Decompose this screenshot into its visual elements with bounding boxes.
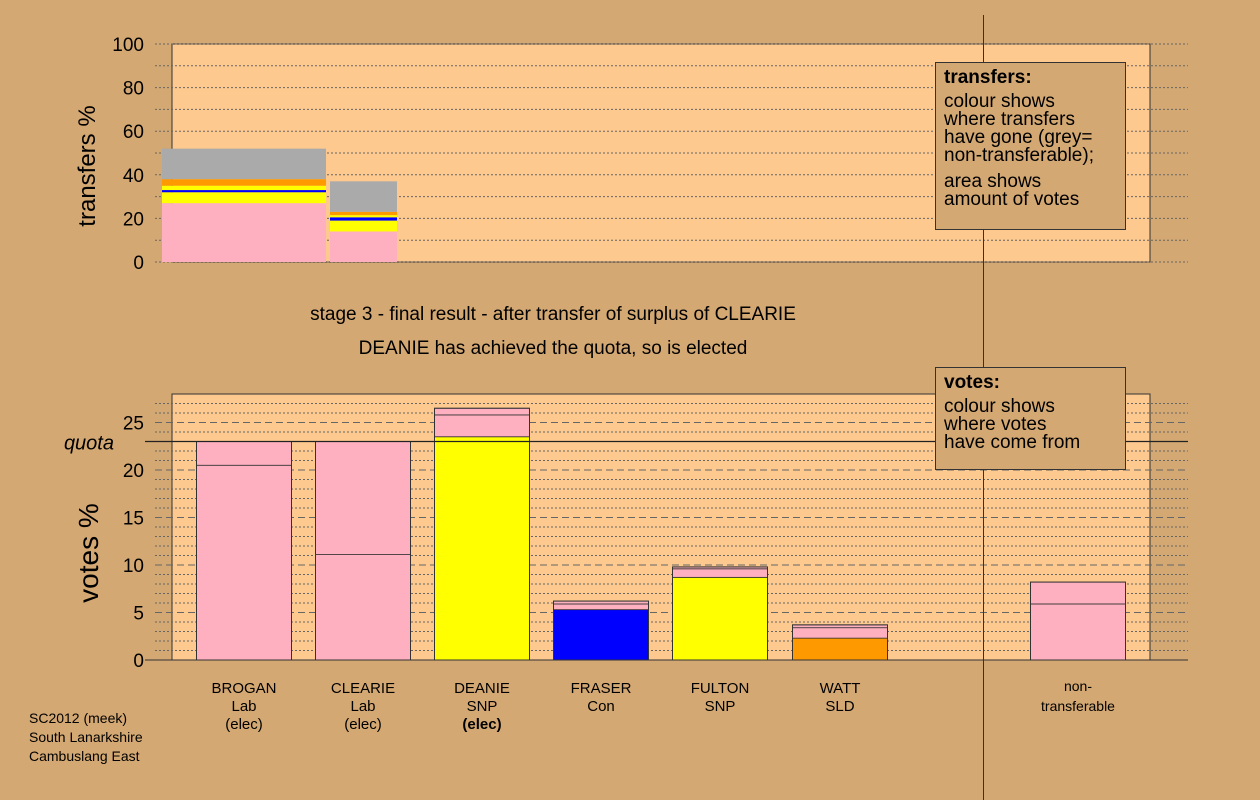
candidate-party-label: SLD: [825, 698, 854, 715]
candidate-name-label: FULTON: [691, 680, 750, 697]
transfer-bar-segment-non-transferable: [330, 181, 397, 212]
vote-bar-watt-segment-sld: [792, 637, 888, 661]
transfers-legend: transfers: colour shows where transfers …: [935, 62, 1126, 230]
vote-bar-deanie-segment-lab: [434, 414, 530, 438]
transfer-bar-segment-sld: [330, 211, 397, 216]
transfers-legend-line: non-transferable);: [944, 145, 1094, 166]
transfers-y-axis-label: transfers %: [74, 105, 101, 226]
non-transferable-label: transferable: [1041, 698, 1115, 714]
transfers-y-tick-label: 80: [123, 79, 144, 100]
transfer-bar-segment-lab: [330, 231, 397, 262]
transfer-bar-segment-snp: [330, 220, 397, 232]
vote-bar-deanie-outline: [434, 407, 530, 661]
votes-y-axis-label: votes %: [73, 503, 104, 603]
votes-legend-line: have come from: [944, 432, 1081, 453]
votes-legend-line: where votes: [944, 414, 1047, 435]
candidate-name-label: DEANIE: [454, 680, 510, 697]
candidate-name-label: BROGAN: [211, 680, 276, 697]
candidate-name-label: WATT: [820, 680, 861, 697]
transfer-bar-segment-snp: [330, 215, 397, 218]
transfers-y-tick-label: 60: [123, 122, 144, 143]
transfers-legend-line: area shows: [944, 171, 1042, 192]
candidate-party-label: Lab: [231, 698, 256, 715]
transfers-legend-line: where transfers: [944, 109, 1075, 130]
candidate-name-label: FRASER: [571, 680, 632, 697]
votes-y-tick-label: 15: [123, 509, 144, 530]
candidate-party-label: SNP: [705, 698, 736, 715]
vote-bar-fulton-segment-snp: [672, 576, 768, 661]
vote-bar-deanie-segment-lab: [434, 407, 530, 416]
transfers-legend-line: amount of votes: [944, 189, 1080, 210]
vote-bar-watt-outline: [792, 624, 888, 661]
votes-y-tick-label: 20: [123, 461, 144, 482]
transfer-bar-segment-con: [162, 190, 326, 193]
transfers-y-tick-label: 20: [123, 209, 144, 230]
candidate-party-label: SNP: [467, 698, 498, 715]
transfer-bar-segment-con: [330, 217, 397, 221]
candidate-name-label: CLEARIE: [331, 680, 395, 697]
candidate-status-label: (elec): [225, 716, 263, 733]
votes-legend-line: colour shows: [944, 396, 1055, 417]
transfers-legend-line: have gone (grey=: [944, 127, 1093, 148]
transfers-y-tick-label: 40: [123, 166, 144, 187]
vote-bar-fraser-segment-lab: [553, 603, 649, 611]
transfers-legend-line: colour shows: [944, 91, 1055, 112]
vote-bar-brogan-segment-lab: [196, 441, 292, 466]
non-transferable-label: non-: [1064, 678, 1092, 694]
vote-bar-fulton-segment-lab: [672, 568, 768, 578]
quota-label: quota: [64, 433, 114, 455]
footer: SC2012 (meek) South Lanarkshire Cambusla…: [29, 709, 143, 766]
candidate-party-label: Con: [587, 698, 615, 715]
transfer-bar-segment-non-transferable: [162, 148, 326, 180]
footer-council: South Lanarkshire: [29, 729, 143, 745]
votes-legend: votes: colour shows where votes have com…: [935, 367, 1126, 470]
status-title: DEANIE has achieved the quota, so is ele…: [359, 338, 748, 359]
transfer-bar-segment-sld: [162, 179, 326, 186]
vote-bar-clearie-segment-lab: [315, 554, 411, 661]
vote-bar-non-transferable-outline: [1030, 581, 1126, 661]
transfer-bar-segment-snp: [162, 185, 326, 191]
candidate-status-label: (elec): [344, 716, 382, 733]
vote-bar-deanie-segment-snp: [434, 436, 530, 661]
vote-bar-fulton-outline: [672, 566, 768, 661]
transfer-bar-segment-lab: [162, 203, 326, 262]
vote-bar-clearie-segment-lab: [315, 441, 411, 555]
candidate-status-label: (elec): [462, 716, 501, 733]
vote-bar-fraser-segment-con: [553, 609, 649, 661]
vote-bar-watt-segment-lab: [792, 627, 888, 639]
vote-bar-fraser-outline: [553, 600, 649, 661]
votes-y-tick-label: 5: [133, 604, 144, 625]
candidate-party-label: Lab: [350, 698, 375, 715]
footer-method: SC2012 (meek): [29, 710, 128, 726]
stage-title: stage 3 - final result - after transfer …: [310, 304, 796, 325]
vote-bar-brogan-segment-lab: [196, 464, 292, 661]
transfers-legend-title: transfers:: [944, 67, 1032, 88]
votes-y-tick-label: 10: [123, 556, 144, 577]
vote-bar-non-transferable-segment-lab: [1030, 603, 1126, 661]
transfers-y-tick-label: 0: [133, 253, 144, 274]
transfer-bar-segment-snp: [162, 192, 326, 204]
transfers-y-tick-label: 100: [112, 35, 144, 56]
votes-y-tick-label: 25: [123, 414, 144, 435]
vote-bar-non-transferable-segment-lab: [1030, 581, 1126, 605]
votes-legend-title: votes:: [944, 372, 1000, 393]
footer-ward: Cambuslang East: [29, 748, 140, 764]
votes-y-tick-label: 0: [133, 651, 144, 672]
